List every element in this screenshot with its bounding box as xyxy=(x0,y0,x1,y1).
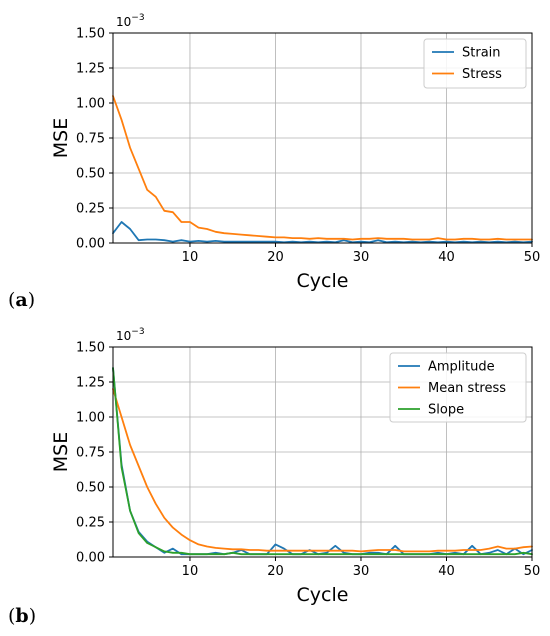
series-line-slope xyxy=(112,367,533,556)
x-axis-label: Cycle xyxy=(297,584,349,606)
panel-label: (b) xyxy=(8,605,36,627)
x-tick-label: 20 xyxy=(267,564,284,579)
y-tick-label: 1.50 xyxy=(76,341,105,356)
y-tick-label: 1.25 xyxy=(76,62,105,77)
y-scale-multiplier: 10−3 xyxy=(116,13,145,29)
x-tick-label: 20 xyxy=(267,250,284,265)
legend-box xyxy=(389,352,527,423)
chart-panel-b: 10 20 30 40 50 0.00 0.25 0.50 0.75 1.00 1.25 1.50 10… xyxy=(8,327,540,627)
x-tick-label: 50 xyxy=(524,564,541,579)
y-tick-label: 0.50 xyxy=(76,481,105,496)
y-axis-label: MSE xyxy=(50,118,72,158)
x-tick-label: 30 xyxy=(353,564,370,579)
y-tick-label: 1.00 xyxy=(76,97,105,112)
y-tick-label: 0.75 xyxy=(76,132,105,147)
x-tick-label: 30 xyxy=(353,250,370,265)
y-tick-label: 0.00 xyxy=(76,237,105,252)
y-tick-label: 0.75 xyxy=(76,446,105,461)
x-tick-label: 10 xyxy=(182,564,199,579)
series-line-mean-stress xyxy=(112,388,533,553)
y-scale-multiplier: 10−3 xyxy=(116,327,145,343)
x-tick-label: 10 xyxy=(182,250,199,265)
legend: Strain Stress xyxy=(423,38,527,89)
panel-label: (a) xyxy=(8,289,35,311)
legend-label: Amplitude xyxy=(428,360,495,375)
y-tick-label: 1.00 xyxy=(76,411,105,426)
x-axis-label: Cycle xyxy=(297,270,349,292)
chart-panel-a: 10 20 30 40 50 0.00 0.25 0.50 0.75 1.00 1.25 1.50 10… xyxy=(8,13,540,311)
y-tick-label: 0.25 xyxy=(76,202,105,217)
x-tick-label: 50 xyxy=(524,250,541,265)
y-tick-label: 0.25 xyxy=(76,516,105,531)
legend-label: Stress xyxy=(462,67,502,82)
legend-label: Strain xyxy=(462,46,501,61)
y-tick-label: 0.50 xyxy=(76,167,105,182)
y-axis-label: MSE xyxy=(50,432,72,472)
x-tick-label: 40 xyxy=(438,564,455,579)
legend-label: Mean stress xyxy=(428,381,506,396)
y-tick-label: 1.50 xyxy=(76,27,105,42)
series-line-strain xyxy=(112,221,533,244)
y-tick-label: 1.25 xyxy=(76,376,105,391)
y-tick-label: 0.00 xyxy=(76,551,105,566)
legend-label: Slope xyxy=(428,403,464,418)
x-tick-label: 40 xyxy=(438,250,455,265)
legend: Amplitude Mean stress Slope xyxy=(389,352,527,423)
series-line-stress xyxy=(112,95,533,241)
